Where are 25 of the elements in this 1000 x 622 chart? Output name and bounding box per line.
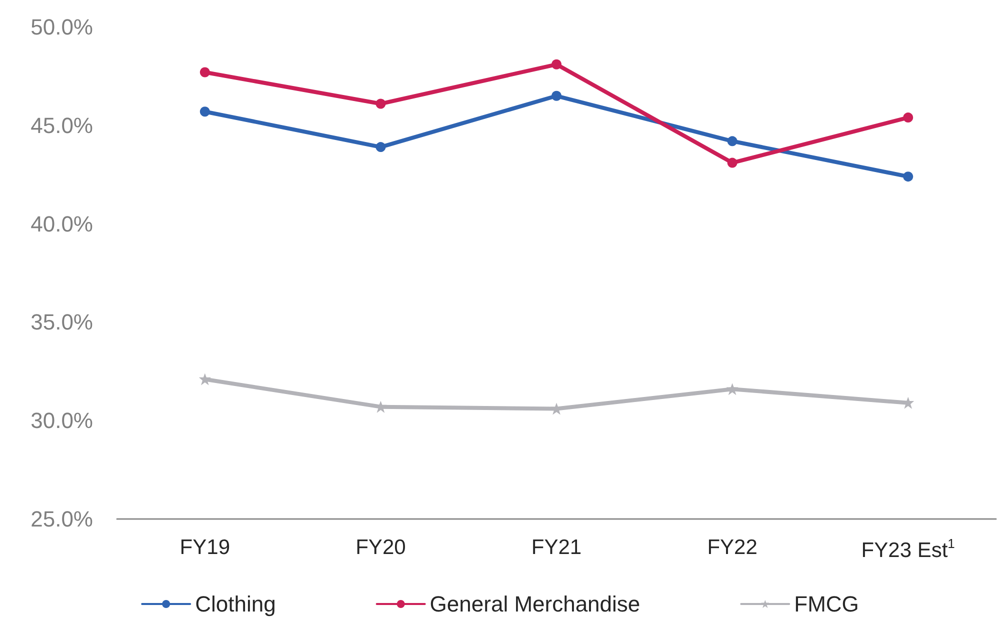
point	[376, 142, 386, 152]
y-tick-label: 25.0%	[30, 506, 93, 532]
point	[903, 112, 914, 123]
point	[200, 106, 210, 117]
x-tick-label: FY20	[356, 536, 406, 559]
point	[552, 90, 562, 101]
y-tick-label: 35.0%	[30, 310, 93, 335]
x-tick-label: FY21	[531, 536, 582, 559]
point	[903, 172, 914, 182]
point	[726, 383, 738, 396]
point	[200, 67, 210, 78]
x-tick-label: FY19	[180, 536, 230, 559]
legend-label: Clothing	[195, 592, 276, 616]
legend-label: FMCG	[794, 592, 859, 616]
y-tick-label: 50.0%	[30, 14, 93, 40]
point	[552, 59, 562, 70]
point	[198, 373, 211, 386]
y-tick-label: 45.0%	[30, 112, 93, 138]
legend-label: General Merchandise	[430, 592, 640, 616]
point	[376, 98, 386, 109]
y-tick-label: 30.0%	[30, 408, 93, 434]
y-tick-label: 40.0%	[30, 211, 93, 236]
point	[727, 158, 738, 168]
point	[727, 136, 738, 146]
x-tick-label: FY22	[707, 536, 758, 559]
